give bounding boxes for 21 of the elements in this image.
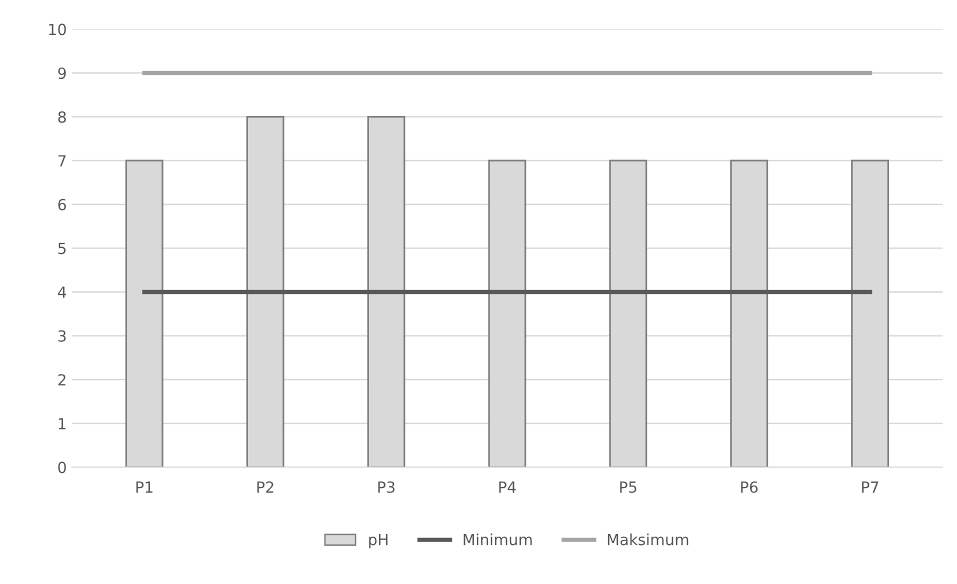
y-tick-label: 2: [58, 374, 66, 386]
y-tick-label: 1: [58, 418, 66, 430]
y-tick-label: 3: [58, 330, 66, 342]
legend-label: Maksimum: [608, 534, 688, 546]
y-tick-label: 8: [58, 111, 66, 123]
legend-label: Minimum: [464, 534, 532, 546]
y-tick-label: 9: [58, 67, 66, 80]
y-tick-label: 10: [49, 24, 66, 36]
y-tick-label: 7: [58, 155, 66, 166]
legend-label: pH: [369, 534, 388, 548]
x-tick-label: P4: [499, 482, 516, 493]
x-tick-label: P3: [378, 481, 394, 493]
y-tick-label: 0: [58, 462, 66, 474]
x-tick-label: P7: [862, 482, 878, 493]
x-tick-label: P5: [620, 482, 636, 493]
x-tick-label: P2: [257, 481, 274, 493]
y-tick-label: 5: [58, 242, 66, 254]
x-tick-label: P1: [136, 482, 152, 493]
y-tick-label: 4: [58, 286, 66, 298]
x-tick-label: P6: [741, 481, 758, 493]
y-tick-label: 6: [58, 198, 66, 210]
